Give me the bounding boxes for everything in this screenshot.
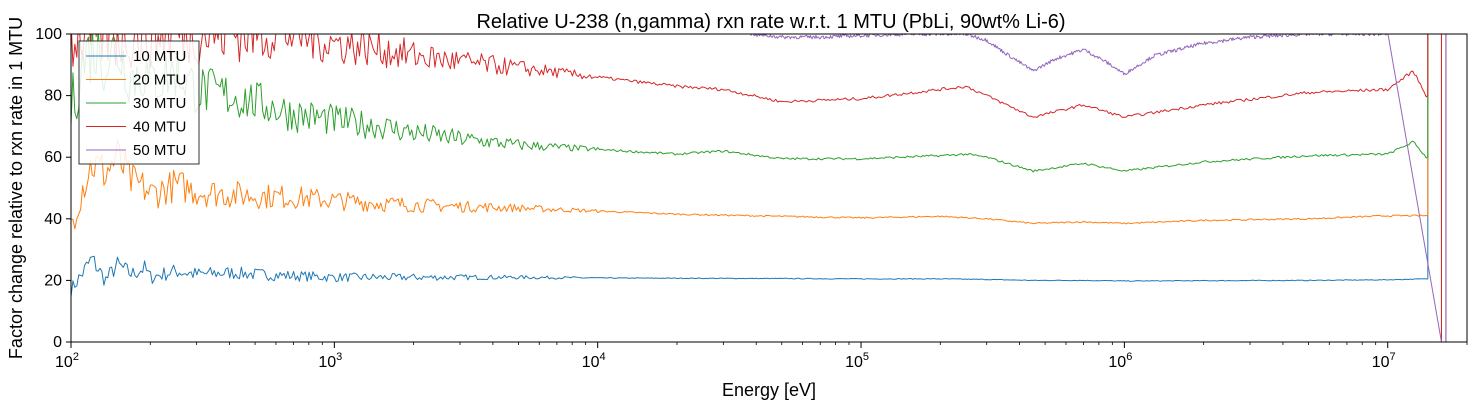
series-line-3	[71, 34, 1447, 342]
y-tick-label: 20	[44, 272, 62, 289]
legend-label: 30 MTU	[133, 95, 186, 112]
y-axis: 0 20 40 60 80 100	[35, 26, 71, 351]
series-line-5	[750, 34, 1447, 342]
x-tick-label: 105	[845, 351, 869, 371]
series-line-4	[71, 34, 1447, 342]
chart-title: Relative U-238 (n,gamma) rxn rate w.r.t.…	[476, 11, 1065, 33]
series-line-1	[71, 34, 1447, 342]
series-line-2	[71, 34, 1447, 342]
y-tick-label: 100	[35, 26, 62, 43]
x-tick-label: 106	[1108, 351, 1132, 371]
legend-label: 50 MTU	[133, 142, 186, 159]
legend: 10 MTU 20 MTU 30 MTU 40 MTU 50 MTU	[78, 40, 200, 165]
legend-label: 40 MTU	[133, 119, 186, 136]
y-tick-label: 80	[44, 88, 62, 105]
x-axis: 102 103 104 105 106 107	[55, 342, 1468, 371]
x-axis-label: Energy [eV]	[722, 380, 816, 400]
x-tick-label: 104	[582, 351, 606, 371]
plot-frame	[70, 33, 1468, 343]
legend-label: 10 MTU	[133, 48, 186, 65]
legend-label: 20 MTU	[133, 72, 186, 89]
y-tick-label: 0	[53, 334, 62, 351]
series-layer	[71, 34, 1447, 342]
x-tick-label: 107	[1372, 351, 1396, 371]
y-tick-label: 40	[44, 211, 62, 228]
y-tick-label: 60	[44, 149, 62, 166]
x-tick-label: 102	[55, 351, 79, 371]
x-tick-label: 103	[318, 351, 342, 371]
y-axis-label: Factor change relative to rxn rate in 1 …	[6, 17, 26, 359]
